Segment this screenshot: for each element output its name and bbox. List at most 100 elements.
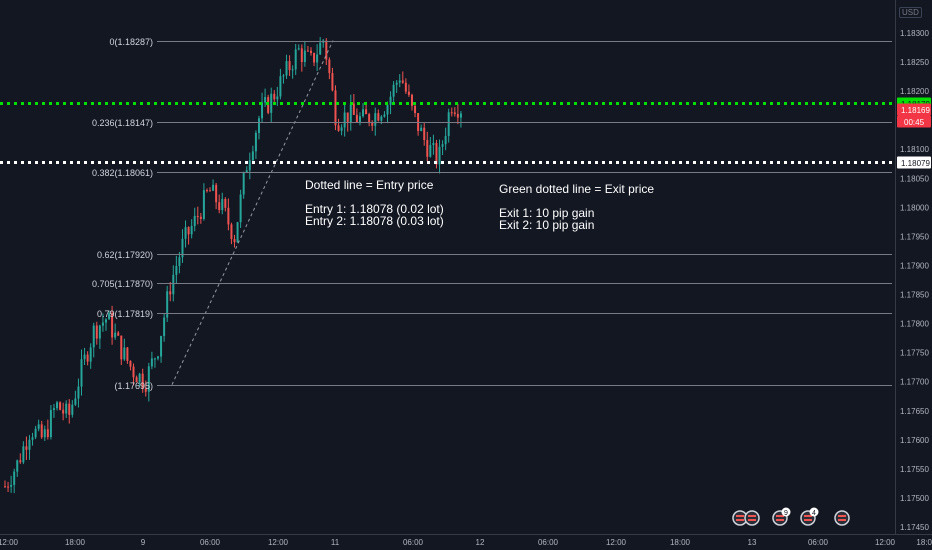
currency-label[interactable]: USD [899,7,922,18]
candle-body [404,82,407,92]
candle-body [328,59,331,73]
candle-body [59,402,62,410]
candle-body [218,202,221,211]
candle [429,137,432,158]
candle-body [349,103,352,123]
price-lines-layer [0,102,895,164]
candle [392,81,395,105]
flag-stripe [838,515,846,517]
candle [215,182,218,210]
time-tick-label: 06:00 [538,538,559,547]
fib-level-label: 0.236(1.18147) [92,118,153,128]
exit-annotation-line: Exit 2: 10 pip gain [499,218,595,232]
candle [377,109,380,122]
event-flag-icon[interactable] [834,510,850,526]
candle [7,481,10,492]
event-flag-icon[interactable] [732,510,748,526]
event-flag-icon[interactable]: 4 [800,507,819,526]
candle-body [80,359,83,387]
candle-body [150,358,153,367]
candle-body [169,291,172,295]
price-tick-label: 1.17500 [900,494,929,503]
event-flag-circle [744,510,760,526]
candle [334,85,337,131]
candle [40,420,43,439]
candle [459,110,462,128]
candle [153,357,156,368]
candle [444,127,447,151]
candle [199,212,202,224]
candle [303,40,306,67]
time-tick-label: 12:00 [268,538,289,547]
candle [270,87,273,123]
candle-body [386,104,389,115]
candle-body [166,291,169,318]
candle-body [68,403,71,415]
countdown-label-bg [897,115,931,128]
entry-annotation-line: Entry 2: 1.18078 (0.03 lot) [305,214,444,228]
price-tick-label: 1.17900 [900,261,929,270]
candle [374,107,377,136]
candle [288,55,291,76]
fib-level-label: 0(1.18287) [109,37,153,47]
candle-body [184,227,187,239]
candle-body [77,386,80,399]
candle-body [120,335,123,360]
candle [74,390,77,407]
candle [426,131,429,162]
candle [245,166,248,174]
candle-body [123,347,126,360]
price-tick-label: 1.17550 [900,465,929,474]
candle [438,139,441,174]
candle [441,140,444,156]
entry-price-label-text: 1.18079 [901,159,930,168]
candle-body [233,239,236,243]
candle-body [147,366,150,392]
candle [227,198,230,231]
candle [80,349,83,396]
candle-body [104,319,107,323]
candle [230,222,233,245]
candle [251,145,254,164]
candle [383,111,386,118]
candle-body [282,75,285,77]
candle-body [300,48,303,63]
exit-annotation-line: Exit 1: 10 pip gain [499,206,595,220]
candle [98,324,101,349]
candle-body [371,122,374,126]
candle-body [459,113,462,118]
candle-body [62,409,65,414]
candle-body [43,429,46,438]
candle-body [346,112,349,123]
time-tick-label: 12:00 [0,538,19,547]
candle-body [230,224,233,240]
candle-body [135,377,138,383]
candle-body [157,356,159,359]
candle-body [178,257,181,266]
event-flag-icon[interactable]: 9 [772,507,791,526]
candle [71,400,74,418]
candle-body [358,116,361,123]
candle-body [248,160,251,171]
candle-body [212,184,215,191]
candle-body [380,116,383,121]
flag-stripe [804,515,812,517]
candle [10,475,13,493]
candle [62,402,65,421]
flag-stripe [776,515,784,517]
event-flag-icon[interactable] [744,510,760,526]
candle-body [7,486,10,488]
candle [37,419,40,432]
candle-body [175,265,178,275]
time-tick-label: 06:00 [808,538,829,547]
candle [407,84,410,97]
candle [49,405,52,440]
candle-body [52,408,55,410]
time-axis[interactable]: 12:00 18:00 9 06:00 12:00 11 06:00 12 06:00 12:00… [0,538,932,547]
candle-body [10,484,13,487]
candle-body [352,103,355,115]
candle-body [435,143,438,165]
candle [83,347,86,365]
